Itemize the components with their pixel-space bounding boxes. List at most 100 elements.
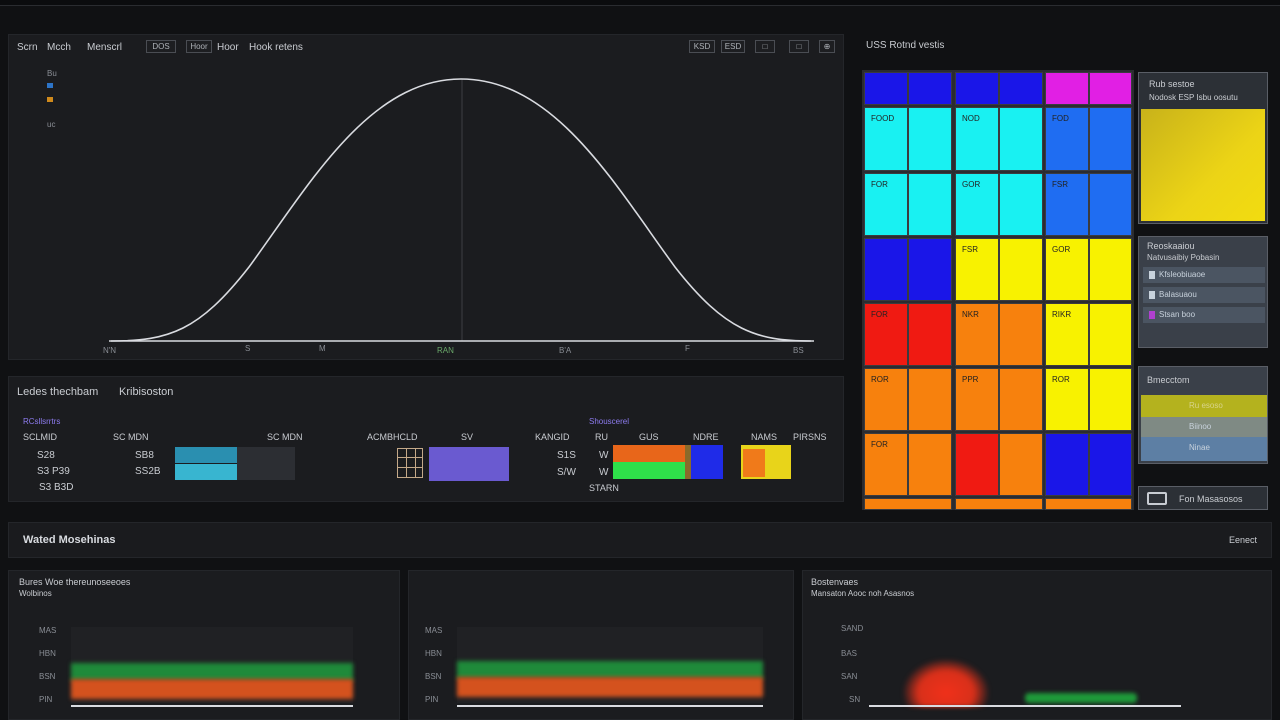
settings-item-2[interactable]: Balasuaou	[1143, 287, 1265, 303]
cell-r3c5[interactable]: FSR	[1045, 173, 1089, 236]
cell-r5c6[interactable]	[1089, 303, 1132, 366]
group1-r3-a: S3 B3D	[39, 482, 74, 493]
cell-r7c2[interactable]	[908, 433, 952, 496]
cell-r3c6[interactable]	[1089, 173, 1132, 236]
cell-r6c3[interactable]: PPR	[955, 368, 999, 431]
status-band-blue[interactable]: Ninae	[1141, 437, 1267, 461]
metrics-subtitle: Kribisoston	[119, 386, 174, 398]
cell-r4c3[interactable]: FSR	[955, 238, 999, 301]
bottom-section-title: Wated Mosehinas	[23, 534, 116, 546]
legend-tick-1: Bu	[47, 69, 57, 78]
cell-r4c1[interactable]	[864, 238, 908, 301]
group1-r1-a: S28	[37, 450, 55, 461]
cell-r2c3[interactable]: NOD	[955, 107, 999, 171]
toolbar-item-7[interactable]: Hook retens	[249, 42, 303, 53]
bottom-chart-1-orange-band	[71, 679, 353, 699]
group1-r1-b: SB8	[135, 450, 154, 461]
panel-button-window-a[interactable]: □	[755, 40, 775, 53]
bottom-chart-3-red-peak	[903, 659, 989, 707]
panel-button-add[interactable]: ⊕	[819, 40, 835, 53]
toolbar-button-hoor[interactable]: Hoor	[186, 40, 212, 53]
cell-r3c4[interactable]	[999, 173, 1043, 236]
status-band-gray[interactable]: Biinoo	[1141, 417, 1267, 437]
cell-r7c4[interactable]	[999, 433, 1043, 496]
settings-item-1[interactable]: Kfsleobiuaoe	[1143, 267, 1265, 283]
x-tick-1: N'N	[103, 346, 117, 355]
toolbar-item-2[interactable]: Mcch	[47, 42, 71, 53]
cell-r8c1[interactable]	[864, 498, 952, 510]
cell-r6c1[interactable]: ROR	[864, 368, 908, 431]
cell-r6c5[interactable]: ROR	[1045, 368, 1089, 431]
bottom-chart-1-subtitle: Wolbinos	[19, 589, 52, 598]
cell-r8c2[interactable]	[955, 498, 1043, 510]
cell-r7c5[interactable]	[1045, 433, 1089, 496]
cell-r8c3[interactable]	[1045, 498, 1132, 510]
bottom-chart-3-subtitle: Mansaton Aooc noh Asasnos	[811, 589, 915, 598]
bottom-section-action[interactable]: Eenect	[1229, 535, 1258, 545]
cell-r7c6[interactable]	[1089, 433, 1132, 496]
toolbar-button-dos[interactable]: DOS	[146, 40, 176, 53]
cell-r6c4[interactable]	[999, 368, 1043, 431]
x-tick-6: F	[685, 344, 690, 353]
group3-r2-a: S/W	[557, 467, 576, 478]
status-band-yellow[interactable]: Ru esoso	[1141, 395, 1267, 417]
settings-item-3[interactable]: Stsan boo	[1143, 307, 1265, 323]
x-tick-7: BS	[793, 346, 804, 355]
cell-r1c3[interactable]	[955, 72, 999, 105]
footer-action-button[interactable]: Fon Masasosos	[1138, 486, 1268, 510]
panel-button-ksd[interactable]: KSD	[689, 40, 715, 53]
panel-button-window-b[interactable]: □	[789, 40, 809, 53]
cell-r1c2[interactable]	[908, 72, 952, 105]
cell-r3c2[interactable]	[908, 173, 952, 236]
cell-r7c1[interactable]: FOR	[864, 433, 908, 496]
cell-r4c5[interactable]: GOR	[1045, 238, 1089, 301]
bottom-chart-1-tick-4: PIN	[39, 695, 53, 704]
cell-r1c4[interactable]	[999, 72, 1043, 105]
bottom-chart-1-tick-2: HBN	[39, 649, 56, 658]
yellow-preview-card[interactable]: Rub sestoe Nodosk ESP Isbu oosutu	[1138, 72, 1268, 224]
cell-r2c6[interactable]	[1089, 107, 1132, 171]
cell-r1c1[interactable]	[864, 72, 908, 105]
cell-r1c5[interactable]	[1045, 72, 1089, 105]
metrics-panel: Ledes thechbam Kribisoston RCsllsrrtrs S…	[8, 376, 844, 502]
bell-curve-chart	[109, 78, 814, 342]
group3-r1-b: W	[599, 450, 609, 461]
group3-r1-a: S1S	[557, 450, 576, 461]
item-icon-2	[1149, 291, 1155, 299]
cell-r5c4[interactable]	[999, 303, 1043, 366]
card1-title: Rub sestoe	[1149, 79, 1195, 89]
cell-r2c2[interactable]	[908, 107, 952, 171]
cell-r4c2[interactable]	[908, 238, 952, 301]
toolbar-item-6[interactable]: Hoor	[217, 42, 239, 53]
toolbar-item-1[interactable]: Scrn	[17, 42, 38, 53]
cell-r5c1[interactable]: FOR	[864, 303, 908, 366]
cell-r5c3[interactable]: NKR	[955, 303, 999, 366]
main-chart-panel: Scrn Mcch Menscrl DOS Hoor Hoor Hook ret…	[8, 34, 844, 360]
group2-head: ACMBHCLD	[367, 432, 418, 442]
heatmap-grid: FOOD NOD FOD FOR GOR FSR FSR GOR FOR NKR…	[862, 70, 1134, 510]
cell-r5c2[interactable]	[908, 303, 952, 366]
bottom-chart-3-axis	[869, 705, 1181, 707]
cell-r7c3[interactable]	[955, 433, 999, 496]
cell-r2c1[interactable]: FOOD	[864, 107, 908, 171]
toolbar-item-3[interactable]: Menscrl	[87, 42, 123, 53]
panel-button-esd[interactable]: ESD	[721, 40, 745, 53]
cell-r5c5[interactable]: RIKR	[1045, 303, 1089, 366]
cell-r2c4[interactable]	[999, 107, 1043, 171]
cell-r6c6[interactable]	[1089, 368, 1132, 431]
settings-card: Reoskaaiou Natvusaibiy Pobasin Kfsleobiu…	[1138, 236, 1268, 348]
cell-r6c2[interactable]	[908, 368, 952, 431]
status-card: Bmecctom Ru esoso Biinoo Ninae	[1138, 366, 1268, 464]
bottom-chart-2-orange-band	[457, 677, 763, 697]
cell-r1c6[interactable]	[1089, 72, 1132, 105]
window-top-border	[0, 0, 1280, 6]
cell-r2c5[interactable]: FOD	[1045, 107, 1089, 171]
grid-icon[interactable]	[397, 448, 423, 478]
cell-r3c3[interactable]: GOR	[955, 173, 999, 236]
item-icon-1	[1149, 271, 1155, 279]
cell-r4c4[interactable]	[999, 238, 1043, 301]
cell-r3c1[interactable]: FOR	[864, 173, 908, 236]
cell-r4c6[interactable]	[1089, 238, 1132, 301]
group3-col-1: KANGID	[535, 432, 570, 442]
yellow-swatch	[1141, 109, 1265, 221]
